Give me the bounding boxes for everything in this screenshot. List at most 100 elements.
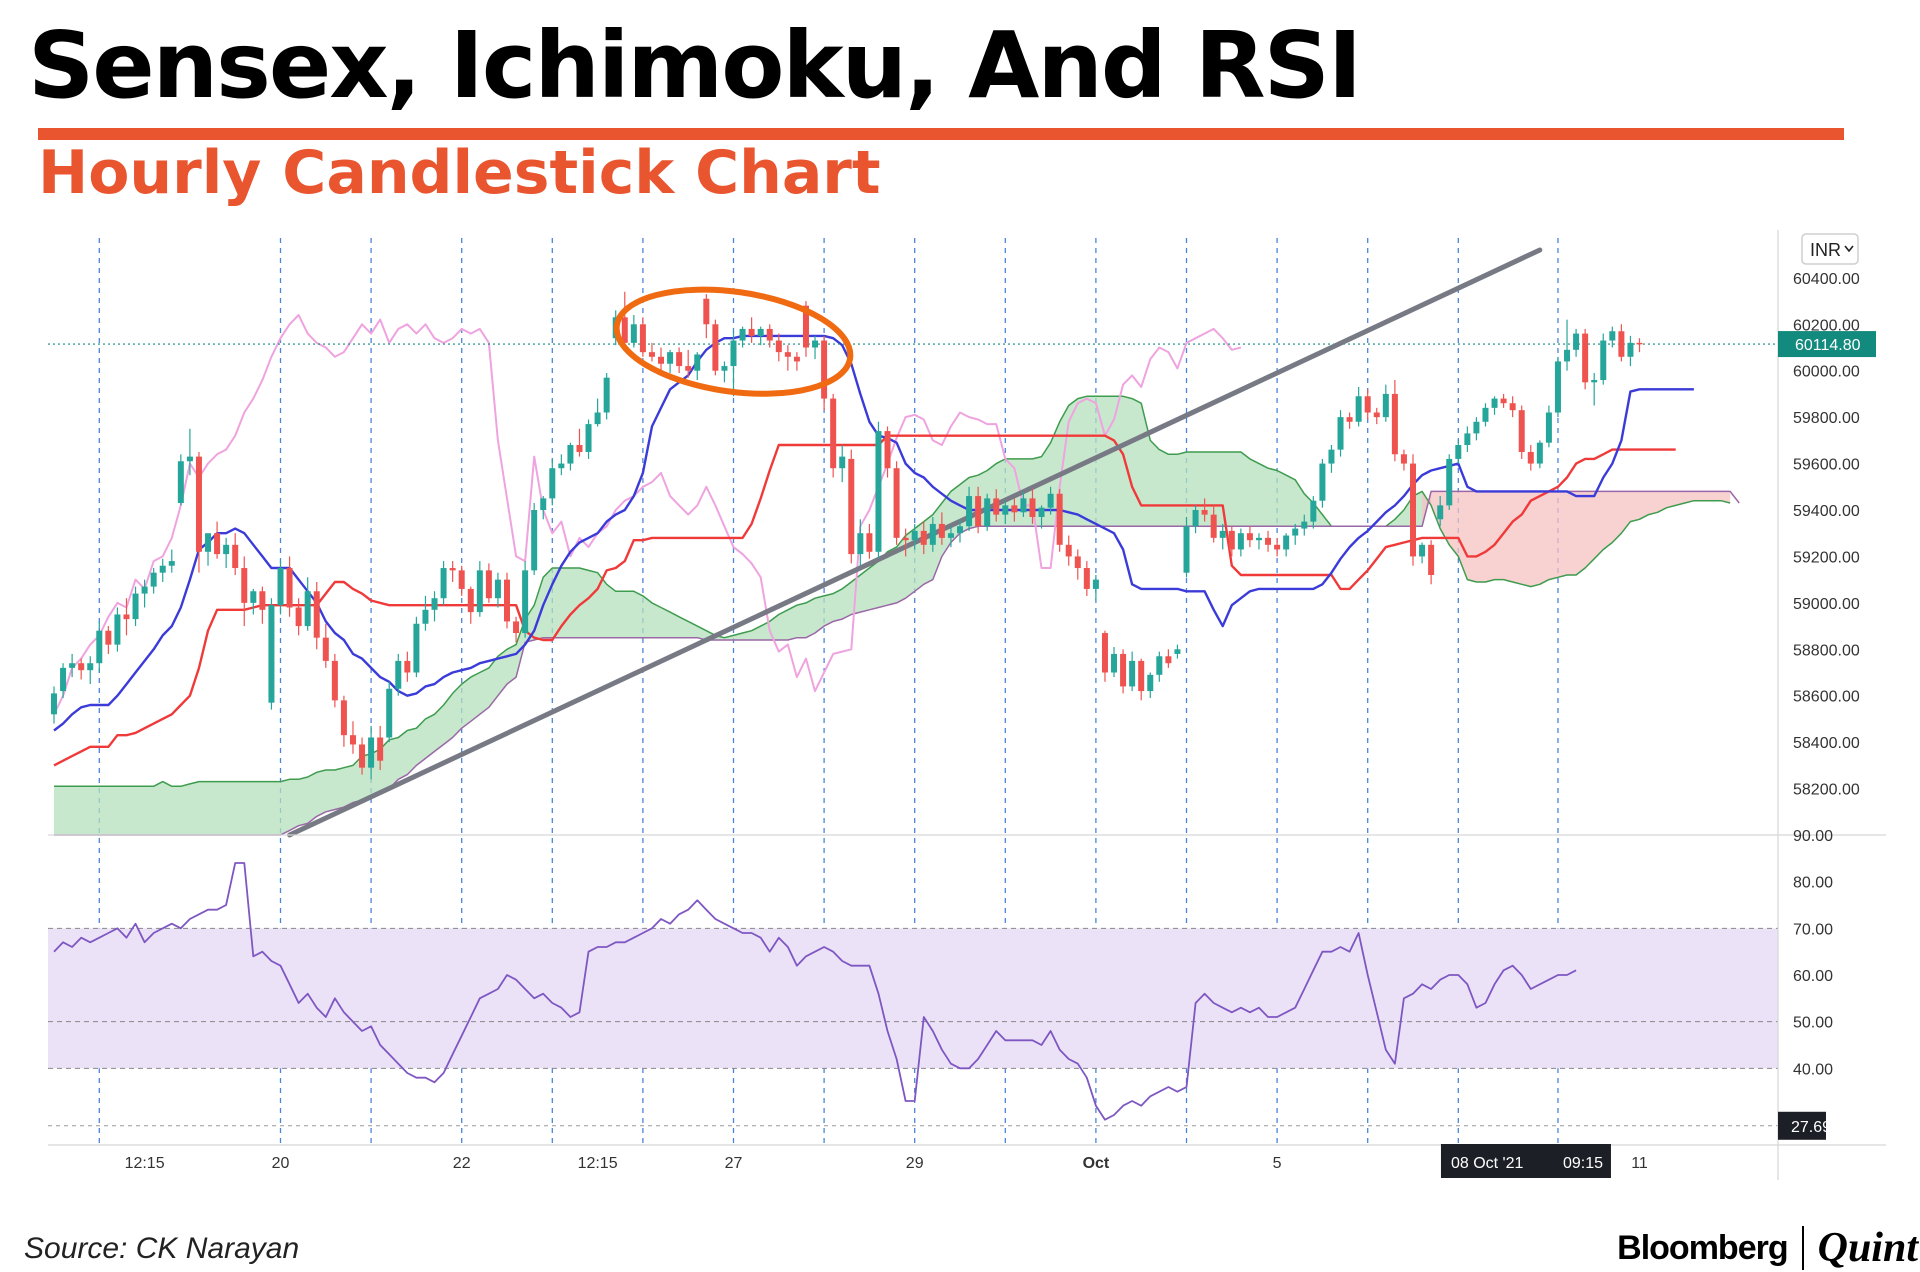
candle-body [694, 354, 701, 371]
candle-down [1410, 454, 1416, 566]
candle-body [839, 456, 846, 469]
rsi-tick-label: 80.00 [1793, 875, 1833, 892]
candle-up [1573, 328, 1580, 357]
candle-body [277, 568, 284, 606]
candle-body [1029, 498, 1036, 517]
candle-up [395, 653, 402, 696]
candle-body [51, 693, 57, 715]
candle-up [51, 686, 57, 724]
candle-body [150, 572, 157, 587]
candle-down [513, 616, 520, 643]
candle-body [648, 352, 655, 357]
candle-body [69, 663, 76, 668]
candle-body [1147, 674, 1154, 692]
candle-body [721, 366, 728, 371]
candle-up [1147, 672, 1154, 699]
candle-down [1083, 561, 1090, 596]
candle-down [621, 291, 628, 348]
rsi-min-label: 27.69 [1791, 1119, 1831, 1136]
candle-body [1011, 505, 1018, 513]
senkou-span-a-line [54, 395, 1731, 788]
candle-down [975, 486, 982, 534]
candle-up [96, 621, 103, 673]
candle-up [60, 663, 67, 699]
candle-down [1428, 540, 1435, 585]
candle-up [440, 561, 447, 606]
candle-body [250, 591, 257, 603]
currency-button[interactable]: INR [1801, 233, 1859, 265]
candle-body [132, 593, 139, 620]
candle-body [1265, 537, 1272, 545]
candle-down [775, 333, 782, 362]
candle-down [648, 342, 655, 362]
candle-body [975, 496, 982, 527]
candle-down [449, 561, 456, 582]
candle-down [349, 721, 356, 754]
candle-body [1627, 342, 1634, 357]
candle-down [576, 428, 583, 457]
candle-up [1020, 491, 1027, 517]
rsi-min-tag [1778, 1111, 1826, 1140]
candle-down [404, 651, 411, 682]
candle-up [69, 653, 76, 678]
candle-down [920, 521, 927, 555]
crosshair-tag [1440, 1144, 1611, 1178]
candle-body [1482, 407, 1489, 422]
candle-up [476, 561, 483, 617]
candle-down [1391, 380, 1398, 462]
candle-up [1237, 528, 1244, 557]
candle-body [1292, 528, 1299, 536]
candle-body [1219, 530, 1226, 538]
candle-up [694, 352, 701, 380]
candle-up [522, 561, 529, 638]
candle-body [812, 340, 819, 348]
candle-up [839, 445, 846, 483]
candle-up [1473, 417, 1480, 441]
annotation-ellipse [613, 286, 854, 397]
candle-body [902, 537, 909, 541]
candle-body [1192, 510, 1199, 527]
candle-body [685, 366, 692, 371]
candle-body [413, 623, 420, 673]
x-tick-label: 12:15 [578, 1155, 618, 1172]
candle-down [893, 461, 900, 545]
candle-body [1346, 417, 1353, 422]
candle-down [793, 352, 800, 371]
candle-body [1283, 535, 1290, 550]
candle-down [712, 319, 719, 376]
candle-down [884, 426, 891, 478]
candle-body [1518, 410, 1525, 452]
candle-down [748, 317, 755, 343]
candle-down [78, 658, 85, 680]
candle-body [1455, 445, 1462, 459]
candle-down [784, 345, 791, 371]
candle-body [205, 533, 212, 552]
candle-up [1192, 505, 1199, 534]
candle-body [1500, 398, 1507, 404]
candle-down [1618, 324, 1625, 362]
candle-body [322, 637, 329, 661]
y-tick-label: 60200.00 [1793, 317, 1860, 334]
candle-up [1545, 405, 1552, 448]
candle-body [1165, 656, 1172, 664]
x-tick-label: 5 [1273, 1155, 1282, 1172]
candle-body [1129, 660, 1136, 687]
candle-down [467, 586, 474, 624]
candle-body [513, 621, 520, 634]
rsi-tick-label: 90.00 [1793, 828, 1833, 845]
candle-up [1129, 651, 1136, 692]
crosshair-date: 08 Oct '21 [1451, 1155, 1524, 1172]
candle-up [947, 526, 954, 548]
candle-body [114, 614, 121, 645]
candle-up [603, 373, 610, 420]
candle-body [96, 630, 103, 664]
candle-up [730, 331, 737, 397]
candle-body [485, 570, 492, 599]
candle-body [1174, 649, 1181, 654]
candle-up [1047, 486, 1054, 515]
candle-body [87, 663, 94, 671]
candle-body [1446, 458, 1453, 506]
candle-down [1074, 549, 1081, 580]
candle-body [1047, 493, 1054, 508]
candle-body [1255, 537, 1262, 541]
